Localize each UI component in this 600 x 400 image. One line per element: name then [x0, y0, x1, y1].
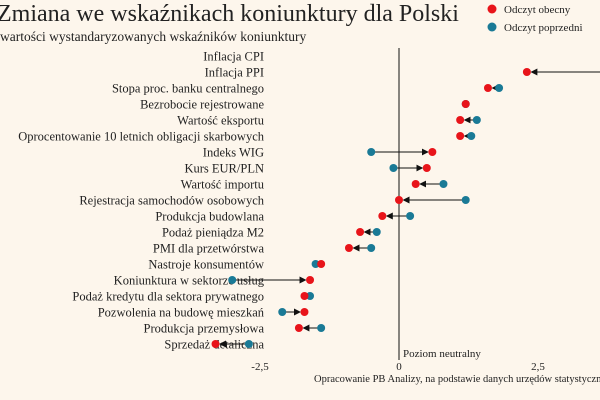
row-4: Wartość eksportu [177, 114, 481, 128]
row-16: Pozwolenia na budowę mieszkań [98, 306, 309, 320]
source-note: Opracowanie PB Analizy, na podstawie dan… [314, 374, 600, 385]
neutral-level-annotation: Poziom neutralny [403, 348, 481, 360]
previous-reading-dot [367, 244, 376, 252]
legend-label: Odczyt obecny [504, 4, 571, 16]
row-2: Stopa proc. banku centralnego [112, 82, 504, 96]
x-tick-label: -2,5 [251, 361, 269, 373]
current-reading-dot [456, 132, 465, 140]
current-reading-dot [294, 324, 303, 332]
chart-subtitle: wartości wystandaryzowanych wskaźników k… [0, 29, 307, 44]
row-13: Nastroje konsumentów [148, 258, 326, 272]
previous-reading-dot [317, 324, 326, 332]
previous-reading-dot [278, 308, 287, 316]
category-label: Inflacja CPI [203, 50, 264, 64]
row-3: Bezrobocie rejestrowane [140, 98, 470, 112]
data-rows: Inflacja CPI Inflacja PPI Stopa proc. bank… [18, 50, 600, 352]
row-9: Rejestracja samochodów osobowych [79, 194, 470, 208]
category-label: Koniunktura w sektorze usług [114, 274, 265, 288]
current-reading-dot [344, 244, 353, 252]
current-reading-dot [300, 308, 309, 316]
row-1: Inflacja PPI [205, 66, 600, 80]
previous-reading-dot [306, 292, 315, 300]
category-label: Podaż kredytu dla sektora prywatnego [72, 290, 264, 304]
row-0: Inflacja CPI [203, 50, 264, 64]
current-reading-dot [411, 180, 420, 188]
x-axis: -2,502,557 [251, 361, 545, 373]
row-14: Koniunktura w sektorze usług [114, 274, 315, 288]
current-reading-dot [428, 148, 437, 156]
previous-reading-dot [311, 260, 320, 268]
legend-swatch [487, 22, 497, 32]
category-label: Inflacja PPI [205, 66, 264, 80]
previous-reading-dot [389, 164, 398, 172]
row-18: Sprzedaż detaliczna [164, 338, 264, 352]
current-reading-dot [378, 212, 387, 220]
previous-reading-dot [467, 132, 476, 140]
category-label: Wartość importu [181, 178, 265, 192]
current-reading-dot [317, 260, 326, 268]
category-label: Indeks WIG [203, 146, 264, 160]
previous-reading-dot [244, 340, 253, 348]
current-reading-dot [461, 100, 470, 108]
current-reading-dot [456, 116, 465, 124]
legend-label: Odczyt poprzedni [504, 22, 583, 34]
category-label: Produkcja budowlana [155, 210, 264, 224]
category-label: Nastroje konsumentów [148, 258, 264, 272]
category-label: Wartość eksportu [177, 114, 265, 128]
category-label: Oprocentowanie 10 letnich obligacji skar… [18, 130, 265, 144]
previous-reading-dot [406, 212, 415, 220]
previous-reading-dot [228, 276, 237, 284]
category-label: Pozwolenia na budowę mieszkań [98, 306, 265, 320]
row-7: Kurs EUR/PLN [184, 162, 431, 176]
x-tick-label: 0 [396, 361, 402, 373]
previous-reading-dot [495, 84, 504, 92]
row-10: Produkcja budowlana [155, 210, 415, 224]
current-reading-dot [395, 196, 403, 204]
current-reading-dot [422, 164, 431, 172]
current-reading-dot [483, 84, 492, 92]
row-11: Podaż pieniądza M2 [162, 226, 381, 240]
category-label: PMI dla przetwórstwa [153, 242, 265, 256]
category-label: Stopa proc. banku centralnego [112, 82, 264, 96]
row-5: Oprocentowanie 10 letnich obligacji skar… [18, 130, 476, 144]
previous-reading-dot [372, 228, 381, 236]
row-17: Produkcja przemysłowa [144, 322, 326, 336]
row-15: Podaż kredytu dla sektora prywatnego [72, 290, 315, 304]
category-label: Kurs EUR/PLN [184, 162, 264, 176]
previous-reading-dot [439, 180, 448, 188]
category-label: Podaż pieniądza M2 [162, 226, 264, 240]
previous-reading-dot [367, 148, 376, 156]
legend-swatch [487, 4, 497, 14]
x-tick-label: 2,5 [531, 361, 545, 373]
current-reading-dot [211, 340, 220, 348]
current-reading-dot [300, 292, 309, 300]
current-reading-dot [356, 228, 365, 236]
row-8: Wartość importu [181, 178, 448, 192]
category-label: Bezrobocie rejestrowane [140, 98, 264, 112]
previous-reading-dot [472, 116, 481, 124]
row-12: PMI dla przetwórstwa [153, 242, 376, 256]
category-label: Rejestracja samochodów osobowych [79, 194, 264, 208]
row-6: Indeks WIG [203, 146, 437, 160]
current-reading-dot [306, 276, 315, 284]
previous-reading-dot [461, 196, 470, 204]
legend: Odczyt obecny Odczyt poprzedni [487, 4, 583, 34]
chart-title: Zmiana we wskaźnikach koniunktury dla Po… [0, 1, 459, 27]
current-reading-dot [522, 68, 531, 76]
category-label: Produkcja przemysłowa [144, 322, 265, 336]
